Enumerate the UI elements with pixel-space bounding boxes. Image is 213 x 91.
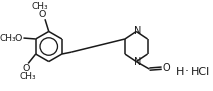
Text: CH₃: CH₃ xyxy=(0,34,16,42)
Text: N: N xyxy=(134,57,141,67)
Text: O: O xyxy=(14,34,22,42)
Text: ·: · xyxy=(184,65,188,78)
Text: N: N xyxy=(134,25,141,35)
Text: O: O xyxy=(39,10,46,19)
Text: CH₃: CH₃ xyxy=(20,72,36,81)
Text: HCl: HCl xyxy=(191,67,210,77)
Text: CH₃: CH₃ xyxy=(32,2,49,11)
Text: O: O xyxy=(163,63,170,73)
Text: O: O xyxy=(23,64,30,73)
Text: H: H xyxy=(176,67,185,77)
